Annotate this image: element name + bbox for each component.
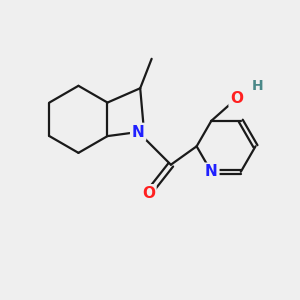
Text: O: O xyxy=(230,91,243,106)
Text: N: N xyxy=(205,164,218,179)
Text: N: N xyxy=(132,124,145,140)
Text: O: O xyxy=(142,186,155,201)
Text: H: H xyxy=(252,79,264,93)
